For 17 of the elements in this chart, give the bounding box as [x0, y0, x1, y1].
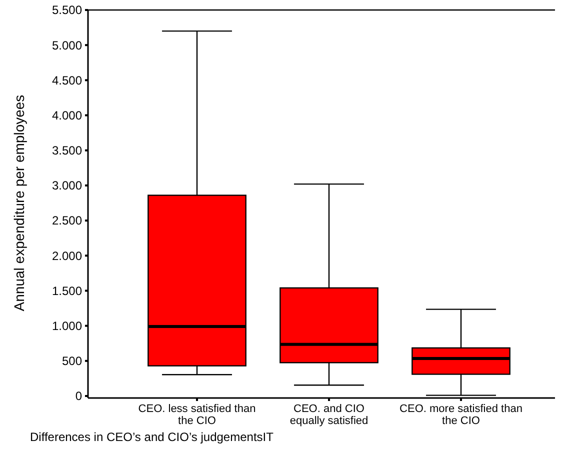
y-tick-label: 0 — [75, 389, 82, 404]
y-tick-label: 500 — [62, 354, 82, 368]
y-tick-label: 1.500 — [52, 284, 82, 298]
y-tick-label: 5.000 — [52, 38, 82, 52]
x-tick-label: CEO. more satisfied than the CIO — [400, 403, 522, 427]
x-tick-label: CEO. less satisfied than the CIO — [138, 403, 256, 427]
y-tick-label: 4.500 — [52, 73, 82, 88]
y-tick-label: 2.000 — [52, 248, 82, 263]
y-tick-label: 3.500 — [52, 144, 82, 158]
y-tick-label: 5.500 — [52, 3, 82, 18]
y-tick-label: 3.000 — [52, 178, 82, 193]
y-tick-label: 1.000 — [52, 319, 82, 334]
y-axis-title: Annual expenditure per employees — [11, 94, 27, 312]
x-axis-title: Differences in CEO’s and CIO’s judgementsIT — [30, 430, 274, 444]
x-tick-label: CEO. and CIO equally satisfied — [290, 403, 368, 427]
y-tick-label: 2.500 — [52, 214, 82, 228]
y-tick-label: 4.000 — [52, 108, 82, 122]
